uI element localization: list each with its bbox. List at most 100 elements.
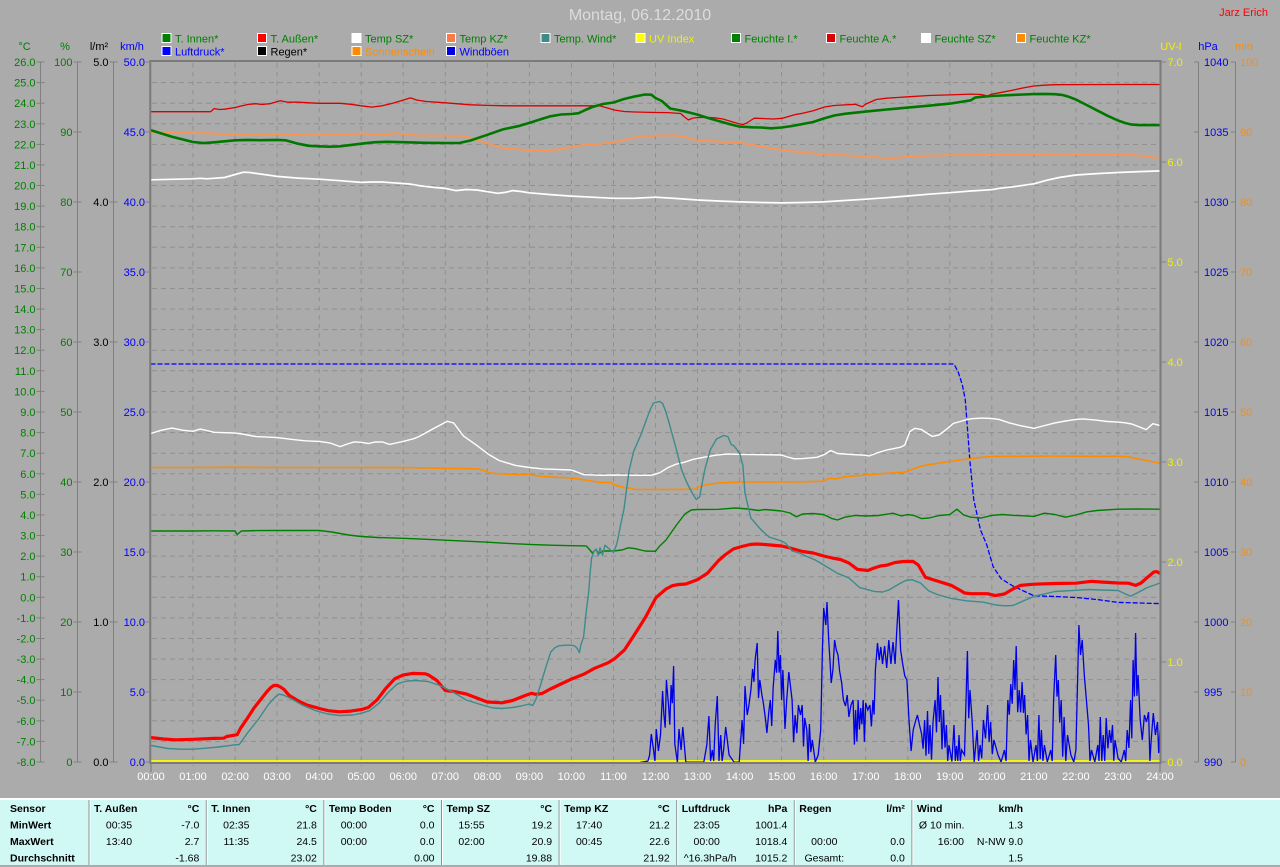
svg-text:1030: 1030 [1204,197,1228,209]
svg-text:30: 30 [1240,547,1252,559]
svg-text:13:00: 13:00 [684,771,712,783]
svg-text:-4.0: -4.0 [17,675,36,687]
svg-text:1035: 1035 [1204,127,1228,139]
svg-text:19.88: 19.88 [526,853,552,865]
svg-text:10.0: 10.0 [14,386,35,398]
svg-text:15.0: 15.0 [124,547,145,559]
svg-text:Ø 10 min.: Ø 10 min. [919,820,965,832]
svg-text:10.0: 10.0 [124,617,145,629]
svg-text:80: 80 [1240,197,1252,209]
svg-text:Gesamt:: Gesamt: [804,853,844,865]
svg-text:Montag, 06.12.2010: Montag, 06.12.2010 [569,7,711,24]
svg-text:6.0: 6.0 [20,469,35,481]
svg-text:1005: 1005 [1204,547,1228,559]
svg-text:45.0: 45.0 [124,127,145,139]
svg-text:Luftdruck*: Luftdruck* [175,47,225,59]
svg-text:1018.4: 1018.4 [755,836,787,848]
svg-text:UV-I: UV-I [1160,41,1181,53]
svg-text:01:00: 01:00 [179,771,207,783]
svg-text:°C: °C [305,803,317,815]
svg-text:Temp Boden: Temp Boden [329,803,392,815]
svg-text:Sensor: Sensor [10,803,46,815]
svg-text:-2.0: -2.0 [17,633,36,645]
svg-text:°C: °C [658,803,670,815]
svg-text:1.5: 1.5 [1008,853,1023,865]
svg-text:990: 990 [1204,757,1222,769]
svg-text:24:00: 24:00 [1146,771,1174,783]
svg-text:2.0: 2.0 [93,477,108,489]
svg-text:°C: °C [423,803,435,815]
svg-text:90: 90 [60,127,72,139]
svg-text:00:45: 00:45 [576,836,602,848]
svg-text:l/m²: l/m² [90,41,109,53]
svg-text:11.0: 11.0 [15,366,36,378]
svg-text:T. Außen*: T. Außen* [271,34,319,46]
svg-text:T. Außen: T. Außen [94,803,137,815]
svg-text:23.0: 23.0 [14,119,35,131]
svg-text:-7.0: -7.0 [181,820,199,832]
svg-text:0.0: 0.0 [93,757,108,769]
svg-text:20: 20 [1240,617,1252,629]
svg-text:1020: 1020 [1204,337,1228,349]
svg-text:19.0: 19.0 [14,201,35,213]
svg-text:0: 0 [66,757,72,769]
svg-text:13.0: 13.0 [14,325,35,337]
svg-text:4.0: 4.0 [93,197,108,209]
svg-text:03:00: 03:00 [263,771,291,783]
svg-text:1001.4: 1001.4 [755,820,787,832]
svg-text:16:00: 16:00 [938,836,964,848]
svg-text:-6.0: -6.0 [17,716,36,728]
svg-text:5.0: 5.0 [130,687,145,699]
svg-text:90: 90 [1240,127,1252,139]
svg-text:16.0: 16.0 [14,263,35,275]
svg-text:8.0: 8.0 [20,428,35,440]
svg-text:0.0: 0.0 [130,757,145,769]
svg-text:23:00: 23:00 [1104,771,1132,783]
svg-text:20.0: 20.0 [14,181,35,193]
svg-text:24.0: 24.0 [14,98,35,110]
svg-text:60: 60 [60,337,72,349]
svg-text:Luftdruck: Luftdruck [682,803,731,815]
svg-text:24.5: 24.5 [296,836,317,848]
svg-text:3.0: 3.0 [1168,457,1183,469]
svg-text:km/h: km/h [120,41,144,53]
svg-text:5.0: 5.0 [93,57,108,69]
svg-text:18:00: 18:00 [894,771,922,783]
svg-text:Temp KZ: Temp KZ [564,803,609,815]
svg-text:00:00: 00:00 [341,836,367,848]
svg-text:50: 50 [1240,407,1252,419]
svg-text:20:00: 20:00 [978,771,1006,783]
svg-text:60: 60 [1240,337,1252,349]
svg-text:-3.0: -3.0 [17,654,36,666]
svg-text:Windböen: Windböen [460,47,510,59]
svg-text:04:00: 04:00 [305,771,333,783]
svg-text:05:00: 05:00 [347,771,375,783]
svg-text:70: 70 [1240,267,1252,279]
svg-text:12:00: 12:00 [642,771,670,783]
svg-text:T. Innen*: T. Innen* [175,34,219,46]
svg-text:22.6: 22.6 [649,836,670,848]
svg-text:0.0: 0.0 [890,853,905,865]
svg-text:30.0: 30.0 [124,337,145,349]
svg-text:7.0: 7.0 [1168,57,1183,69]
svg-text:20.0: 20.0 [124,477,145,489]
svg-text:Sonnenschein: Sonnenschein [365,47,435,59]
svg-text:Feuchte KZ*: Feuchte KZ* [1030,34,1092,46]
svg-text:2.0: 2.0 [1168,557,1183,569]
svg-text:Feuchte A.*: Feuchte A.* [840,34,898,46]
svg-text:00:00: 00:00 [811,836,837,848]
svg-text:-1.0: -1.0 [17,613,36,625]
svg-text:23:05: 23:05 [694,820,720,832]
svg-text:10: 10 [60,687,72,699]
svg-text:N-NW 9.0: N-NW 9.0 [977,836,1023,848]
svg-text:3.0: 3.0 [93,337,108,349]
svg-text:19:00: 19:00 [936,771,964,783]
svg-text:02:35: 02:35 [223,820,249,832]
svg-text:0.0: 0.0 [1168,757,1183,769]
svg-text:00:00: 00:00 [137,771,165,783]
svg-text:100: 100 [54,57,72,69]
svg-text:100: 100 [1240,57,1258,69]
svg-text:0.0: 0.0 [20,592,35,604]
svg-text:02:00: 02:00 [221,771,249,783]
svg-text:Temp SZ: Temp SZ [447,803,491,815]
